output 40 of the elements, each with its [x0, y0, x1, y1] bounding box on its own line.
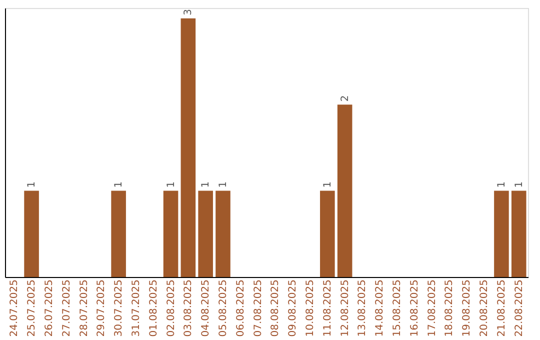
- x-tick-label: 04.08.2025: [200, 280, 212, 337]
- x-tick-label: 10.08.2025: [305, 280, 316, 337]
- x-tick-label: 21.08.2025: [496, 280, 508, 337]
- data-label: 1: [114, 181, 125, 188]
- data-label: 3: [183, 8, 194, 16]
- data-label: 1: [200, 181, 212, 188]
- data-label: 1: [496, 181, 508, 188]
- x-tick-label: 22.08.2025: [514, 280, 525, 337]
- x-tick-label: 16.08.2025: [409, 280, 420, 337]
- x-tick-label: 07.08.2025: [252, 280, 264, 337]
- x-tick-label: 25.07.2025: [26, 280, 38, 337]
- data-label: 1: [322, 181, 334, 188]
- x-tick-label: 01.08.2025: [148, 280, 160, 337]
- x-tick-label: 06.08.2025: [235, 280, 246, 337]
- x-tick-label: 31.07.2025: [130, 280, 142, 337]
- x-tick-label: 19.08.2025: [462, 280, 473, 337]
- x-tick-label: 29.07.2025: [96, 280, 108, 337]
- x-tick-label: 02.08.2025: [166, 280, 177, 337]
- x-tick-label: 11.08.2025: [322, 280, 334, 337]
- x-tick-label: 17.08.2025: [426, 280, 438, 337]
- x-tick-label: 27.07.2025: [61, 280, 72, 337]
- x-tick-label: 24.07.2025: [9, 280, 20, 337]
- x-tick-label: 15.08.2025: [392, 280, 404, 337]
- x-tick-label: 05.08.2025: [218, 280, 229, 337]
- x-tick-label: 28.07.2025: [78, 280, 90, 337]
- data-label: 2: [340, 95, 351, 102]
- x-tick-label: 09.08.2025: [288, 280, 299, 337]
- x-tick-label: 18.08.2025: [444, 280, 456, 337]
- data-label: 1: [26, 181, 38, 188]
- x-tick-label: 14.08.2025: [374, 280, 386, 337]
- x-tick-label: 08.08.2025: [270, 280, 282, 337]
- x-tick-label: 30.07.2025: [114, 280, 125, 337]
- x-tick-label: 13.08.2025: [357, 280, 368, 337]
- data-label: 1: [514, 181, 525, 188]
- data-label: 1: [218, 181, 229, 188]
- x-tick-label: 20.08.2025: [479, 280, 490, 337]
- data-label: 1: [166, 181, 177, 188]
- x-tick-label: 12.08.2025: [340, 280, 351, 337]
- x-tick-label: 26.07.2025: [44, 280, 55, 337]
- x-tick-label: 03.08.2025: [183, 280, 194, 337]
